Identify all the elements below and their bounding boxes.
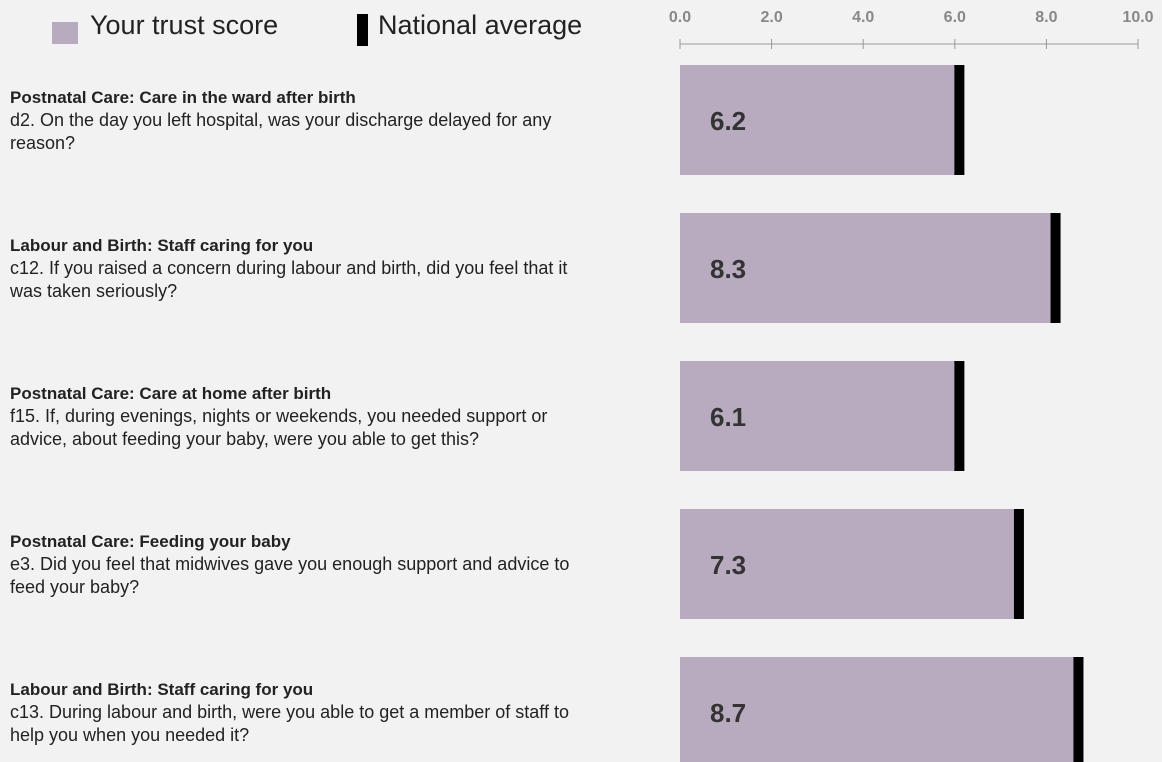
- section-title: Labour and Birth: Staff caring for you: [10, 236, 314, 255]
- national-average-marker: [1050, 213, 1061, 323]
- legend-swatch: [52, 22, 78, 44]
- section-title: Labour and Birth: Staff caring for you: [10, 680, 314, 699]
- legend-label: Your trust score: [90, 10, 279, 40]
- section-title: Postnatal Care: Care at home after birth: [10, 384, 332, 403]
- question-text: e3. Did you feel that midwives gave you …: [10, 554, 570, 597]
- x-tick-label: 10.0: [1122, 9, 1153, 26]
- question-text: d2. On the day you left hospital, was yo…: [10, 110, 552, 153]
- category-block: Postnatal Care: Care in the ward after b…: [10, 86, 600, 155]
- bar: [680, 213, 1061, 323]
- value-label: 7.3: [710, 550, 746, 580]
- value-label: 8.3: [710, 254, 746, 284]
- value-label: 6.2: [710, 106, 746, 136]
- bar: [680, 509, 1015, 619]
- section-title: Postnatal Care: Feeding your baby: [10, 532, 291, 551]
- national-average-marker: [1013, 509, 1024, 619]
- section-title: Postnatal Care: Care in the ward after b…: [10, 88, 356, 107]
- national-average-marker: [954, 65, 965, 175]
- national-average-marker: [1073, 657, 1084, 762]
- question-text: c12. If you raised a concern during labo…: [10, 258, 568, 301]
- national-average-marker: [954, 361, 965, 471]
- x-tick-label: 0.0: [669, 9, 691, 26]
- value-label: 6.1: [710, 402, 746, 432]
- x-tick-label: 8.0: [1035, 9, 1057, 26]
- question-text: c13. During labour and birth, were you a…: [10, 702, 569, 745]
- bar: [680, 361, 960, 471]
- value-label: 8.7: [710, 698, 746, 728]
- legend-swatch: [357, 14, 368, 46]
- category-block: Postnatal Care: Care at home after birth…: [10, 382, 600, 451]
- bar: [680, 65, 964, 175]
- x-tick-label: 4.0: [852, 9, 874, 26]
- category-block: Postnatal Care: Feeding your baby e3. Did…: [10, 530, 600, 599]
- x-tick-label: 2.0: [760, 9, 782, 26]
- legend-label: National average: [378, 10, 583, 40]
- bar: [680, 657, 1079, 762]
- question-text: f15. If, during evenings, nights or week…: [10, 406, 548, 449]
- category-block: Labour and Birth: Staff caring for you c1…: [10, 678, 600, 747]
- category-block: Labour and Birth: Staff caring for you c1…: [10, 234, 600, 303]
- x-tick-label: 6.0: [944, 9, 966, 26]
